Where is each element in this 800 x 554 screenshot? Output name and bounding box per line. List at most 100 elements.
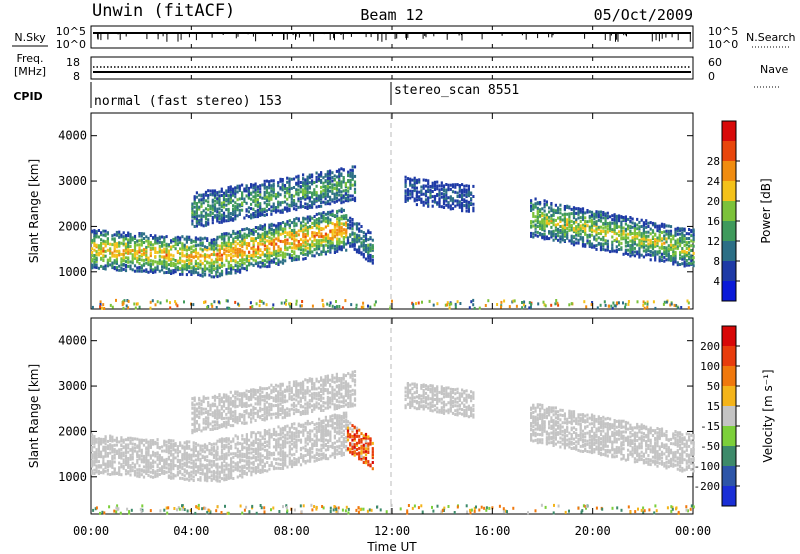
echo-cell	[211, 221, 214, 225]
echo-cell	[158, 459, 161, 463]
echo-cell	[290, 425, 294, 429]
echo-cell	[111, 471, 114, 475]
echo-cell	[215, 260, 218, 264]
echo-cell	[415, 178, 418, 182]
echo-cell	[284, 259, 287, 263]
echo-cell	[133, 449, 137, 453]
echo-cell	[590, 303, 593, 307]
echo-cell	[236, 242, 239, 246]
echo-cell	[320, 200, 323, 204]
echo-cell	[539, 224, 542, 227]
echo-cell	[284, 442, 287, 446]
echo-cell	[95, 235, 98, 239]
echo-cell	[200, 217, 203, 221]
echo-cell	[203, 257, 207, 261]
echo-cell	[559, 217, 562, 221]
echo-cell	[211, 218, 214, 222]
echo-cell	[170, 261, 173, 265]
echo-cell	[543, 205, 546, 209]
echo-cell	[676, 263, 679, 267]
echo-cell	[124, 449, 128, 453]
echo-cell	[259, 445, 262, 449]
echo-cell	[136, 444, 139, 448]
echo-cell	[238, 203, 241, 207]
echo-cell	[345, 230, 348, 233]
echo-cell	[651, 244, 655, 247]
echo-cell	[681, 239, 684, 243]
echo-cell	[306, 250, 309, 254]
echo-cell	[288, 203, 291, 207]
echo-cell	[677, 306, 680, 310]
echo-cell	[465, 209, 468, 213]
echo-cell	[109, 444, 112, 448]
echo-cell	[223, 248, 226, 252]
echo-cell	[603, 300, 606, 304]
echo-cell	[149, 242, 152, 246]
echo-cell	[241, 444, 244, 448]
echo-cell	[658, 249, 661, 253]
echo-cell	[106, 472, 109, 476]
echo-cell	[320, 212, 323, 216]
echo-cell	[369, 231, 372, 235]
echo-cell	[456, 199, 459, 203]
echo-cell	[304, 202, 307, 206]
echo-cell	[557, 238, 560, 242]
echo-cell	[191, 215, 194, 219]
echo-cell	[561, 213, 564, 217]
echo-cell	[215, 475, 218, 479]
echo-cell	[295, 234, 298, 238]
echo-cell	[436, 187, 439, 191]
echo-cell	[586, 224, 589, 228]
echo-cell	[420, 189, 423, 193]
echo-cell	[686, 299, 689, 303]
echo-cell	[232, 199, 235, 203]
echo-cell	[192, 441, 195, 445]
echo-cell	[272, 253, 276, 256]
echo-cell	[340, 193, 343, 197]
echo-cell	[254, 210, 257, 214]
echo-cell	[220, 246, 224, 250]
echo-cell	[293, 426, 296, 430]
echo-cell	[636, 250, 639, 254]
echo-cell	[647, 238, 650, 242]
echo-cell	[311, 429, 314, 433]
echo-cell	[266, 244, 269, 248]
echo-cell	[225, 208, 228, 212]
echo-cell	[277, 462, 280, 466]
echo-cell	[124, 456, 128, 460]
echo-cell	[335, 186, 338, 190]
echo-cell	[216, 256, 219, 259]
echo-cell	[663, 248, 666, 252]
echo-cell	[268, 264, 271, 268]
echo-cell	[183, 457, 186, 461]
echo-cell	[227, 473, 230, 477]
echo-cell	[190, 250, 193, 254]
echo-cell	[554, 232, 557, 236]
echo-cell	[261, 442, 264, 446]
echo-cell	[326, 176, 329, 180]
echo-cell	[559, 237, 562, 241]
echo-cell	[279, 179, 282, 183]
echo-cell	[528, 301, 531, 305]
echo-cell	[170, 272, 173, 275]
echo-cell	[256, 202, 259, 206]
echo-cell	[604, 225, 607, 229]
echo-cell	[293, 461, 296, 465]
echo-cell	[654, 225, 657, 229]
echo-cell	[190, 252, 193, 256]
echo-cell	[104, 435, 107, 439]
echo-cell	[197, 443, 200, 447]
echo-cell	[595, 210, 598, 214]
echo-cell	[239, 253, 242, 257]
echo-cell	[103, 307, 106, 310]
echo-cell	[568, 228, 571, 232]
echo-cell	[138, 440, 141, 444]
echo-cell	[640, 232, 643, 236]
echo-cell	[190, 458, 193, 461]
echo-cell	[256, 187, 259, 191]
echo-cell	[234, 195, 237, 199]
echo-cell	[645, 236, 648, 240]
echo-cell	[210, 240, 213, 244]
echo-cell	[181, 264, 184, 268]
echo-cell	[261, 237, 264, 241]
